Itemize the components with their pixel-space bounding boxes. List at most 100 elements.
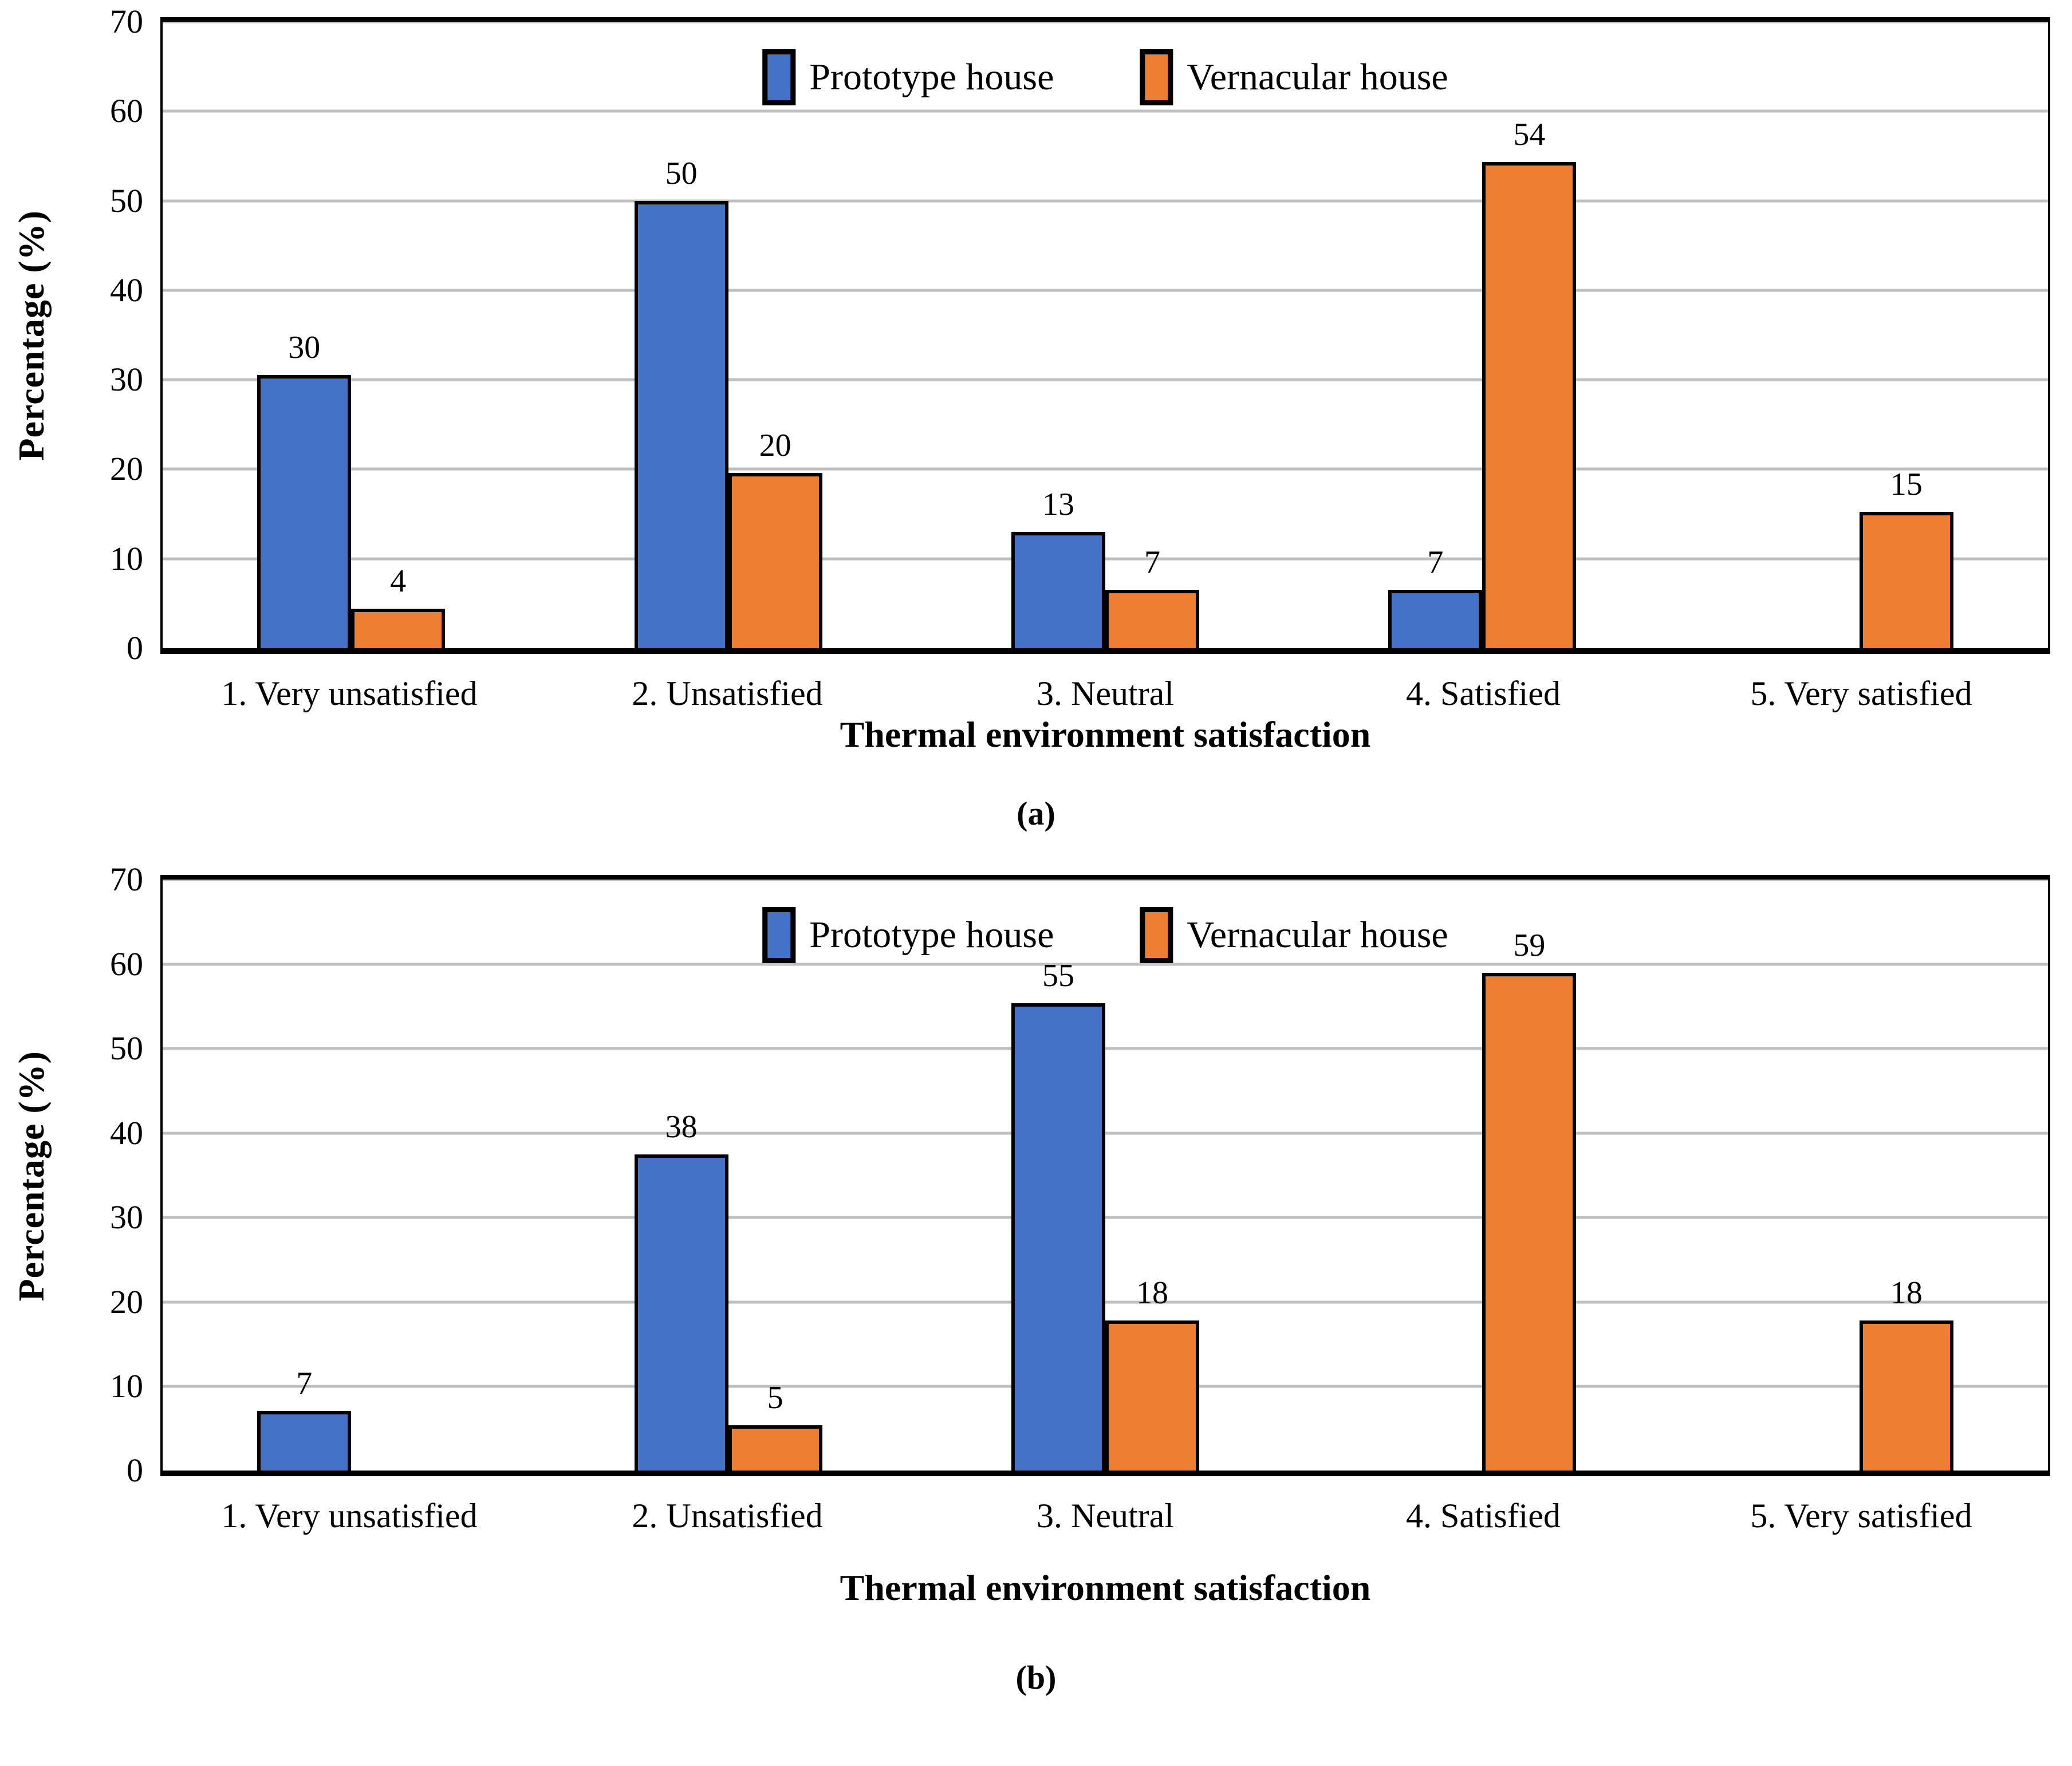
bar-slot: 55: [1011, 880, 1106, 1471]
legend-swatch: [762, 907, 796, 964]
x-category-label: 4. Satisfied: [1406, 1497, 1561, 1535]
bar-prototype-house: [1011, 531, 1106, 648]
bar-groups: 30 4 50 20 13 7 7 54 15: [163, 22, 2048, 648]
bar-group: 30 4: [163, 22, 539, 648]
legend-item: Vernacular house: [1140, 907, 1448, 964]
x-category-labels: 1. Very unsatisfied 2. Unsatisfied 3. Neut…: [160, 1497, 2050, 1535]
y-tick-label: 50: [110, 1030, 143, 1067]
gridline: [163, 289, 2048, 292]
bar-group: 50 20: [539, 22, 916, 648]
bar-slot: 54: [1482, 22, 1577, 648]
bar-slot: 7: [1105, 22, 1200, 648]
bar-value-label: 18: [1136, 1275, 1169, 1311]
legend-label: Prototype house: [809, 56, 1054, 98]
legend-label: Prototype house: [809, 914, 1054, 956]
y-tick-label: 10: [110, 539, 143, 577]
bar-slot: 38: [634, 880, 728, 1471]
y-axis-title: Percentage (%): [11, 1050, 52, 1302]
bar-slot: 50: [634, 22, 728, 648]
y-tick-label: 60: [110, 945, 143, 983]
y-tick-label: 0: [127, 629, 143, 667]
bar-group: 7: [163, 880, 539, 1471]
x-category-label: 5. Very satisfied: [1750, 675, 1972, 712]
bar-group: 59: [1294, 880, 1671, 1471]
gridline: [163, 109, 2048, 113]
y-axis-ticks: 0 10 20 30 40 50 60 70: [63, 863, 160, 1487]
legend-label: Vernacular house: [1187, 914, 1448, 956]
bar-prototype-house: [634, 1154, 728, 1471]
legend-swatch: [1140, 49, 1173, 105]
y-tick-label: 0: [127, 1452, 143, 1489]
bar-prototype-house: [634, 200, 728, 648]
bar-value-label: 50: [665, 155, 698, 191]
bar-slot: [1766, 880, 1860, 1471]
bar-slot: 18: [1859, 880, 1953, 1471]
bar-slot: 7: [1388, 22, 1483, 648]
plot-area: Prototype house Vernacular house 30 4 50 20 1…: [160, 17, 2050, 654]
bar-value-label: 7: [296, 1365, 313, 1401]
x-category-labels: 1. Very unsatisfied 2. Unsatisfied 3. Neut…: [160, 675, 2050, 712]
x-category-label: 3. Neutral: [1037, 1497, 1174, 1535]
y-tick-label: 30: [110, 1199, 143, 1236]
legend-item: Prototype house: [762, 49, 1054, 105]
bar-slot: 4: [351, 22, 446, 648]
bar-group: 7 54: [1294, 22, 1671, 648]
chart-panel-b: Percentage (%) 0 10 20 30 40 50 60 70 Prototype…: [0, 863, 2072, 1694]
bar-value-label: 4: [390, 563, 407, 600]
bar-value-label: 5: [767, 1379, 783, 1416]
bar-value-label: 59: [1513, 927, 1546, 963]
y-axis-ticks: 0 10 20 30 40 50 60 70: [63, 5, 160, 665]
bar-vernacular-house: [728, 1425, 822, 1471]
x-category-label: 3. Neutral: [1037, 675, 1174, 712]
bar-value-label: 7: [1427, 545, 1444, 581]
bar-group: 18: [1671, 880, 2048, 1471]
x-category-label: 1. Very unsatisfied: [221, 675, 478, 712]
bar-group: 15: [1671, 22, 2048, 648]
bar-slot: [351, 880, 445, 1471]
bar-vernacular-house: [1859, 512, 1953, 648]
x-category-label: 5. Very satisfied: [1750, 1497, 1972, 1535]
x-category-label: 4. Satisfied: [1406, 675, 1561, 712]
y-axis-tickbox: 0 10 20 30 40 50 60 70: [63, 863, 160, 1487]
bar-slot: [1766, 22, 1860, 648]
bar-slot: 18: [1105, 880, 1200, 1471]
bar-slot: [1388, 880, 1482, 1471]
y-axis-title-column: Percentage (%): [0, 17, 63, 654]
figure: Percentage (%) 0 10 20 30 40 50 60 70 Prototype…: [0, 5, 2072, 1694]
plot-area: Prototype house Vernacular house 7 38 5 55 18…: [160, 875, 2050, 1477]
bar-vernacular-house: [1105, 590, 1200, 648]
bar-prototype-house: [1011, 1003, 1106, 1471]
bar-group: 13 7: [917, 22, 1294, 648]
bar-value-label: 55: [1042, 957, 1075, 994]
legend-item: Vernacular house: [1140, 49, 1448, 105]
y-tick-label: 30: [110, 361, 143, 399]
y-tick-label: 20: [110, 450, 143, 488]
y-tick-label: 70: [110, 861, 143, 898]
gridline: [163, 963, 2048, 966]
y-tick-label: 40: [110, 1114, 143, 1152]
bar-vernacular-house: [351, 609, 446, 648]
legend: Prototype house Vernacular house: [762, 49, 1448, 105]
bar-vernacular-house: [1105, 1320, 1200, 1471]
legend-swatch: [1140, 907, 1173, 964]
bar-groups: 7 38 5 55 18 59 18: [163, 880, 2048, 1471]
x-axis-title: Thermal environment satisfaction: [840, 1567, 1371, 1609]
y-tick-label: 50: [110, 182, 143, 219]
y-axis-tickbox: 0 10 20 30 40 50 60 70: [63, 5, 160, 665]
y-tick-label: 40: [110, 271, 143, 309]
bar-value-label: 30: [288, 330, 321, 366]
bar-prototype-house: [257, 375, 352, 648]
legend: Prototype house Vernacular house: [762, 907, 1448, 964]
gridline: [163, 199, 2048, 203]
bar-prototype-house: [257, 1410, 352, 1471]
bar-value-label: 15: [1890, 467, 1923, 503]
panel-caption-a: (a): [1017, 795, 1055, 833]
bar-slot: 59: [1482, 880, 1577, 1471]
legend-swatch: [762, 49, 796, 105]
chart-area: Percentage (%) 0 10 20 30 40 50 60 70 Prototype…: [0, 5, 2072, 665]
x-category-label: 1. Very unsatisfied: [221, 1497, 478, 1535]
bar-value-label: 20: [759, 427, 791, 463]
bar-prototype-house: [1388, 590, 1483, 648]
x-axis-title: Thermal environment satisfaction: [840, 714, 1371, 755]
gridline: [163, 880, 2048, 881]
